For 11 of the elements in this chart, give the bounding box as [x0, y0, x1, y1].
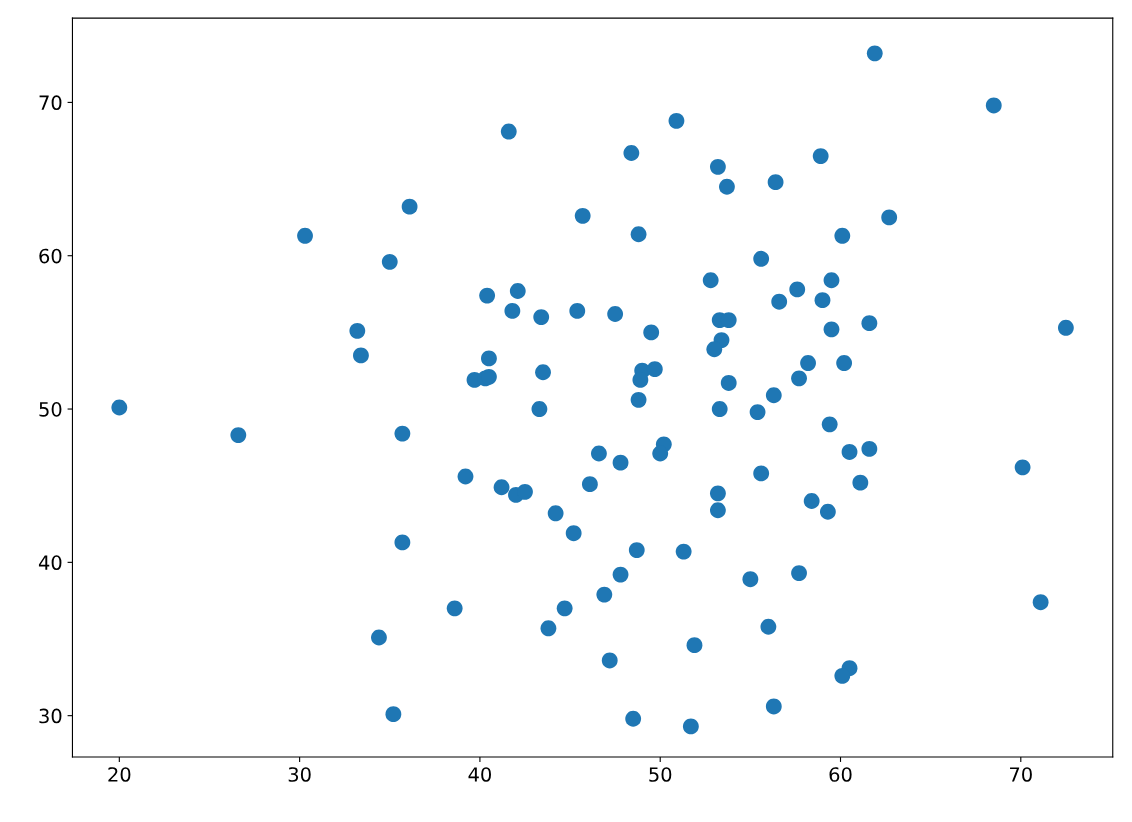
x-tick-label: 60 — [829, 767, 852, 782]
y-tick-label: 30 — [39, 708, 62, 724]
y-tick-label: 50 — [39, 401, 62, 417]
y-tick-label: 70 — [39, 95, 62, 111]
x-tick-label: 50 — [649, 767, 672, 782]
y-tick-label: 40 — [38, 555, 62, 571]
x-tick-label: 30 — [288, 767, 311, 782]
x-tick-label: 70 — [1010, 767, 1032, 782]
x-tick-label: 20 — [108, 767, 131, 782]
x-tick-label: 40 — [468, 767, 491, 782]
y-tick-label: 60 — [39, 248, 62, 264]
